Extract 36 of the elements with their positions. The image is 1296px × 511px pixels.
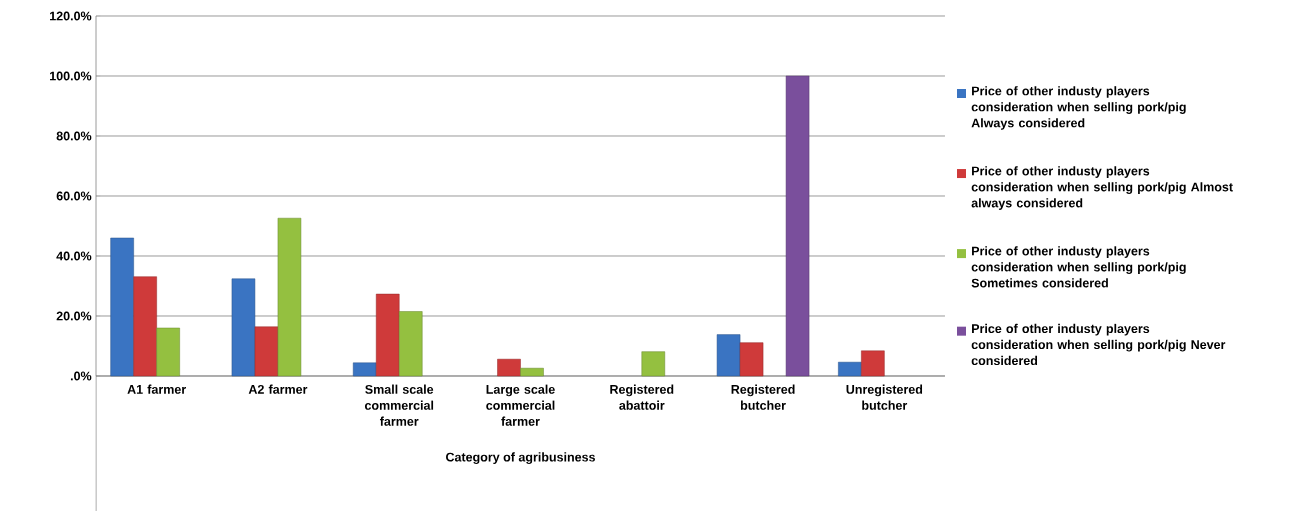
bar — [398, 311, 423, 377]
x-tick-label: Large scale commercial farmer — [486, 384, 555, 426]
legend-label: Price of other industy players consideration when selling pork/pig Almost always considered — [971, 166, 1233, 210]
bar — [110, 237, 134, 377]
x-tick-label: Registered abattoir — [610, 384, 674, 410]
bar — [133, 276, 157, 377]
bar — [375, 293, 400, 377]
bar — [254, 326, 279, 377]
x-tick-label: A2 farmer — [248, 384, 308, 394]
y-tick-label: 80.0% — [56, 131, 92, 141]
x-tick-label: Registered butcher — [731, 384, 795, 410]
y-tick-label: 40.0% — [56, 251, 92, 261]
y-tick-label: .0% — [70, 371, 92, 381]
bar — [520, 367, 544, 377]
bar — [785, 75, 810, 377]
bar — [641, 351, 666, 377]
x-tick-label: Unregistered butcher — [846, 384, 923, 410]
bar — [231, 278, 256, 377]
bar — [739, 342, 764, 377]
y-tick-label: 120.0% — [50, 11, 92, 21]
bar — [497, 358, 521, 377]
y-tick-label: 100.0% — [50, 71, 92, 81]
bar — [352, 362, 377, 377]
y-tick-label: 60.0% — [56, 191, 92, 201]
legend-label: Price of other industy players consideration when selling pork/pig Always considered — [971, 86, 1186, 130]
x-tick-label: Small scale commercial farmer — [364, 384, 434, 426]
x-tick-label: A1 farmer — [127, 384, 186, 394]
bar — [861, 350, 885, 377]
x-axis-title: Category of agribusiness — [446, 452, 595, 465]
bar — [156, 327, 180, 377]
bar — [277, 217, 302, 377]
legend-label: Price of other industy players consideration when selling pork/pig Never considered — [971, 323, 1226, 366]
y-tick-label: 20.0% — [56, 311, 92, 321]
bar — [838, 361, 862, 377]
bar — [716, 334, 741, 377]
legend-label: Price of other industy players consideration when selling pork/pig Sometimes considered — [971, 246, 1186, 288]
